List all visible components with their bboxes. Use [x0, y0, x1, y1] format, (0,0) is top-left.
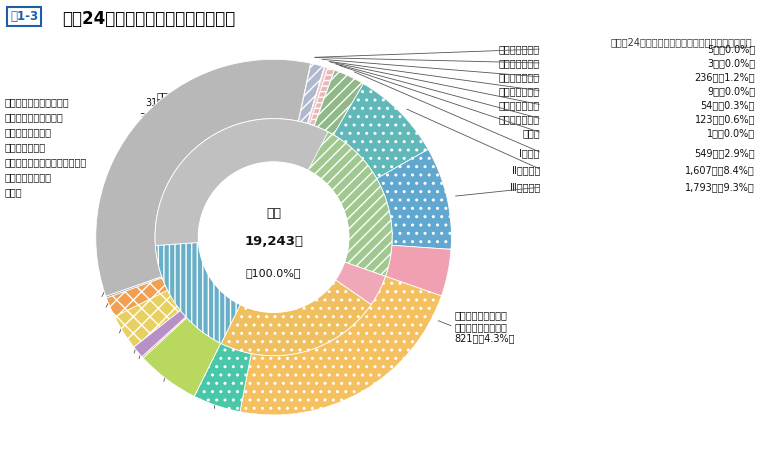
Text: 351人（1.8%）: 351人（1.8%） — [140, 112, 200, 122]
Wedge shape — [377, 149, 451, 249]
Wedge shape — [299, 63, 325, 124]
Wedge shape — [335, 262, 385, 305]
Text: 任期付研究員法適用職員: 任期付研究員法適用職員 — [5, 97, 70, 107]
Text: 選考採用等
試験採用以外の採用
14,042人
（73.0%）: 選考採用等 試験採用以外の採用 14,042人 （73.0%） — [169, 266, 225, 312]
Wedge shape — [307, 66, 325, 124]
Text: 総合職（院卒）: 総合職（院卒） — [499, 44, 540, 54]
Text: 30人（0.2%）: 30人（0.2%） — [146, 157, 200, 167]
Wedge shape — [290, 121, 392, 276]
Text: 総数: 総数 — [266, 207, 281, 220]
Wedge shape — [195, 343, 251, 412]
Text: Ⅲ種試験等: Ⅲ種試験等 — [510, 182, 540, 192]
Text: 再任用: 再任用 — [5, 187, 23, 197]
Wedge shape — [299, 63, 311, 121]
Text: Ⅰ種試験: Ⅰ種試験 — [520, 148, 540, 158]
Text: 任期を定めた採用: 任期を定めた採用 — [5, 172, 52, 182]
Text: 専門職（大卒）: 専門職（大卒） — [499, 100, 540, 110]
Text: 1人（0.0%）: 1人（0.0%） — [707, 128, 755, 138]
Circle shape — [198, 162, 349, 312]
Text: 一般職（高卒）: 一般職（高卒） — [499, 86, 540, 96]
Wedge shape — [143, 318, 220, 396]
Wedge shape — [155, 242, 240, 344]
Text: 1,607人（8.4%）: 1,607人（8.4%） — [686, 165, 755, 175]
Wedge shape — [221, 280, 371, 356]
Text: 549人（2.9%）: 549人（2.9%） — [695, 148, 755, 158]
Wedge shape — [142, 317, 187, 358]
Wedge shape — [298, 63, 311, 121]
Text: 専門職（高卒）: 専門職（高卒） — [499, 114, 540, 124]
Text: 834人（4.3%）: 834人（4.3%） — [140, 187, 200, 197]
Text: 技能・労務職（行政職（二））: 技能・労務職（行政職（二）） — [5, 157, 87, 167]
Text: 9人（0.0%）: 9人（0.0%） — [707, 86, 755, 96]
Text: 人事交流による
特別職・地方公務員・
公庫等からの採用
4,362人
（22.7%）: 人事交流による 特別職・地方公務員・ 公庫等からの採用 4,362人 （22.7… — [271, 312, 330, 369]
Text: 平成24年度における職員の採用状況: 平成24年度における職員の採用状況 — [62, 10, 236, 28]
Wedge shape — [308, 67, 328, 124]
Wedge shape — [314, 70, 334, 126]
Text: 19,243人: 19,243人 — [244, 235, 303, 247]
Wedge shape — [385, 246, 451, 296]
Text: 図1-3: 図1-3 — [10, 10, 38, 23]
Text: 試験採用
5,201人
（27.0%）: 試験採用 5,201人 （27.0%） — [342, 168, 391, 201]
Wedge shape — [134, 310, 186, 357]
Wedge shape — [96, 60, 311, 296]
Text: 123人（0.6%）: 123人（0.6%） — [695, 114, 755, 124]
Text: 1,106人（5.7%）: 1,106人（5.7%） — [130, 172, 200, 182]
Text: （平成24年度一般職の国家公務員の任用状況調査）: （平成24年度一般職の国家公務員の任用状況調査） — [610, 37, 752, 47]
Text: 医療職・福祉職: 医療職・福祉職 — [5, 142, 46, 152]
Text: 5人（0.0%）: 5人（0.0%） — [707, 44, 755, 54]
Text: （旧）国税専門官・
労働基準監督官試験
821人（4.3%）: （旧）国税専門官・ 労働基準監督官試験 821人（4.3%） — [454, 310, 515, 343]
Text: 236人（1.2%）: 236人（1.2%） — [695, 72, 755, 82]
Wedge shape — [106, 278, 167, 317]
Text: （100.0%）: （100.0%） — [245, 268, 302, 278]
Text: 620人（3.2%）: 620人（3.2%） — [139, 127, 200, 137]
Text: 219人（1.1%）: 219人（1.1%） — [140, 142, 200, 152]
Text: 総合職（大卒）: 総合職（大卒） — [499, 58, 540, 68]
Text: 1,793人（9.3%）: 1,793人（9.3%） — [686, 182, 755, 192]
Text: 3人（0.0%）: 3人（0.0%） — [707, 58, 755, 68]
Text: 31人（0.2%）: 31人（0.2%） — [146, 97, 200, 107]
Wedge shape — [155, 119, 328, 246]
Wedge shape — [106, 277, 162, 298]
Wedge shape — [334, 84, 428, 179]
Wedge shape — [315, 70, 363, 135]
Wedge shape — [240, 276, 442, 415]
Text: その他の選考採用: その他の選考採用 — [5, 127, 52, 137]
Text: Ⅱ種試験等: Ⅱ種試験等 — [511, 165, 540, 175]
Wedge shape — [115, 290, 180, 347]
Wedge shape — [310, 68, 334, 126]
Text: 任期付職員法適用職員: 任期付職員法適用職員 — [5, 112, 64, 122]
Text: 一般職（大卒）: 一般職（大卒） — [499, 72, 540, 82]
Text: 54人（0.3%）: 54人（0.3%） — [701, 100, 755, 110]
Text: 特定独立行政法人における
その他の選考採用
6,489人
（33.7%）: 特定独立行政法人における その他の選考採用 6,489人 （33.7%） — [157, 91, 227, 136]
Text: 経験者: 経験者 — [522, 128, 540, 138]
